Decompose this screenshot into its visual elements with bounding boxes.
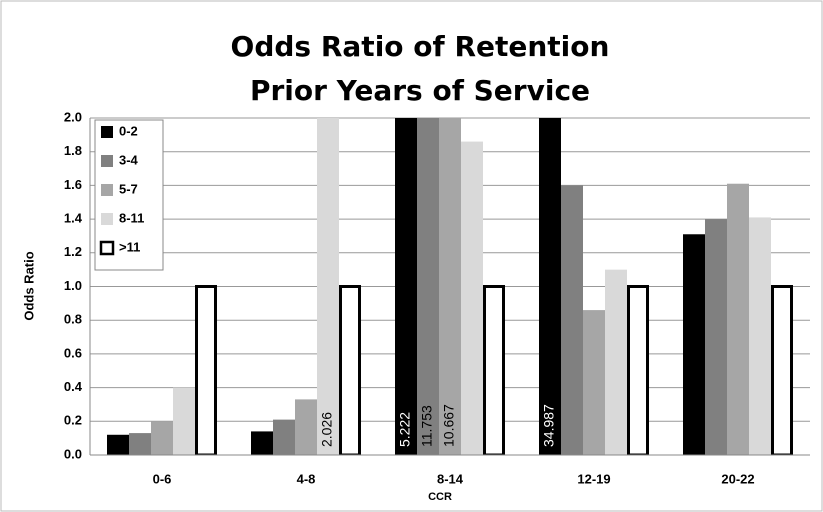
value-label: 34.987 (541, 404, 557, 447)
bar (273, 419, 295, 455)
value-label: 10.667 (441, 404, 457, 447)
bar (317, 118, 339, 455)
legend-swatch (101, 213, 113, 225)
legend-swatch (101, 126, 113, 138)
legend-swatch (101, 155, 113, 167)
value-label: 5.222 (397, 412, 413, 447)
y-tick-label: 0.8 (64, 312, 82, 327)
bar (195, 285, 217, 455)
bar (417, 118, 439, 455)
y-tick-label: 1.2 (64, 244, 82, 259)
value-label: 11.753 (419, 405, 435, 447)
value-label: 2.026 (319, 412, 335, 447)
bar (129, 433, 151, 455)
bar (771, 285, 793, 455)
x-tick-label: 8-14 (437, 471, 464, 486)
bar (173, 387, 195, 455)
y-tick-label: 1.8 (64, 143, 82, 158)
bars (107, 118, 793, 455)
bar (539, 118, 561, 455)
chart-subtitle: Prior Years of Service (250, 74, 590, 107)
legend-label: >11 (119, 239, 140, 254)
bar (251, 431, 273, 455)
bar (749, 217, 771, 455)
bar (439, 118, 461, 455)
bar (583, 310, 605, 455)
bar (605, 269, 627, 455)
y-tick-label: 2.0 (64, 109, 82, 124)
y-tick-label: 0.2 (64, 413, 82, 428)
y-tick-label: 1.4 (64, 211, 83, 226)
x-tick-label: 20-22 (721, 471, 754, 486)
legend-swatch (99, 240, 115, 256)
bar (339, 285, 361, 455)
bar (705, 219, 727, 455)
y-tick-label: 1.6 (64, 177, 82, 192)
bar (561, 185, 583, 455)
x-axis-label: CCR (428, 491, 452, 503)
bar (483, 285, 505, 455)
y-tick-label: 0.4 (64, 379, 83, 394)
bar (683, 234, 705, 455)
bar (151, 421, 173, 455)
y-tick-label: 0.0 (64, 446, 82, 461)
x-tick-label: 0-6 (153, 471, 172, 486)
legend-label: 0-2 (119, 123, 138, 138)
chart-title: Odds Ratio of Retention (231, 30, 610, 63)
legend-swatch (101, 184, 113, 196)
bar (461, 141, 483, 455)
bar (627, 285, 649, 455)
y-tick-label: 1.0 (64, 278, 82, 293)
x-tick-label: 4-8 (297, 471, 316, 486)
legend-label: 5-7 (119, 181, 138, 196)
x-tick-label: 12-19 (577, 471, 610, 486)
bar (107, 434, 129, 455)
bar (295, 399, 317, 455)
y-axis-label: Odds Ratio (21, 251, 36, 320)
bar (727, 183, 749, 455)
legend-label: 8-11 (119, 210, 144, 225)
y-tick-label: 0.6 (64, 345, 82, 360)
bar (395, 118, 417, 455)
legend-label: 3-4 (119, 152, 139, 167)
